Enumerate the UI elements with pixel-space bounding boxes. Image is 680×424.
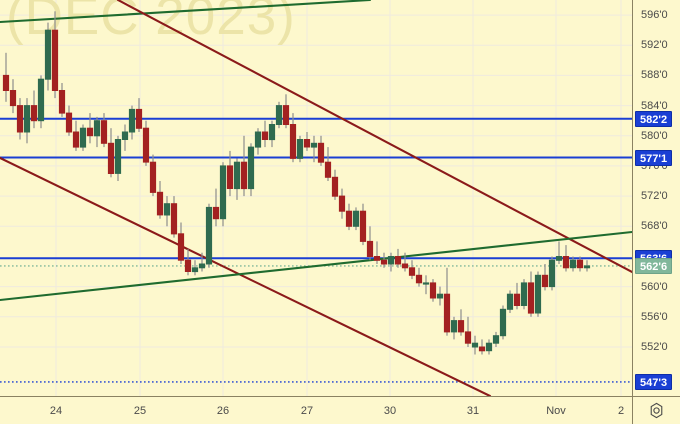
price-axis[interactable]: 596'0592'0588'0584'0580'0576'0572'0568'0… — [632, 0, 680, 396]
price-tag-547-3[interactable]: 547'3 — [635, 373, 673, 390]
price-tick-label: 588'0 — [641, 69, 668, 82]
price-tag-582-2[interactable]: 582'2 — [635, 110, 673, 127]
price-tick-label: 596'0 — [641, 9, 668, 22]
time-tick-label: Nov — [546, 405, 566, 417]
price-tag-577-1[interactable]: 577'1 — [635, 149, 673, 166]
trendlines[interactable] — [0, 0, 632, 396]
time-tick-label: 2 — [617, 405, 625, 417]
price-tick-label: 572'0 — [641, 190, 668, 203]
chart-settings-gear-icon[interactable] — [648, 402, 665, 419]
candlestick-series — [2, 11, 591, 355]
price-tick-label: 568'0 — [641, 220, 668, 233]
time-tick-label: 31 — [466, 405, 480, 417]
price-tick-label: 556'0 — [641, 310, 668, 323]
price-chart-plot[interactable]: (DEC 2023) — [0, 0, 632, 396]
time-tick-label: 25 — [133, 405, 147, 417]
price-tick-label: 584'0 — [641, 99, 668, 112]
time-tick-label: 24 — [49, 405, 63, 417]
time-axis[interactable]: 24 25 26 27 30 31 Nov 2 — [0, 396, 632, 424]
price-tick-label: 580'0 — [641, 129, 668, 142]
axis-corner — [632, 396, 680, 424]
price-tick-label: 552'0 — [641, 341, 668, 353]
price-tick-label: 592'0 — [641, 39, 668, 52]
price-tag-562-6[interactable]: 562'6 — [635, 257, 673, 274]
time-tick-label: 30 — [383, 405, 397, 417]
price-tick-label: 560'0 — [641, 280, 668, 293]
time-tick-label: 27 — [300, 405, 314, 417]
time-tick-label: 26 — [216, 405, 230, 417]
